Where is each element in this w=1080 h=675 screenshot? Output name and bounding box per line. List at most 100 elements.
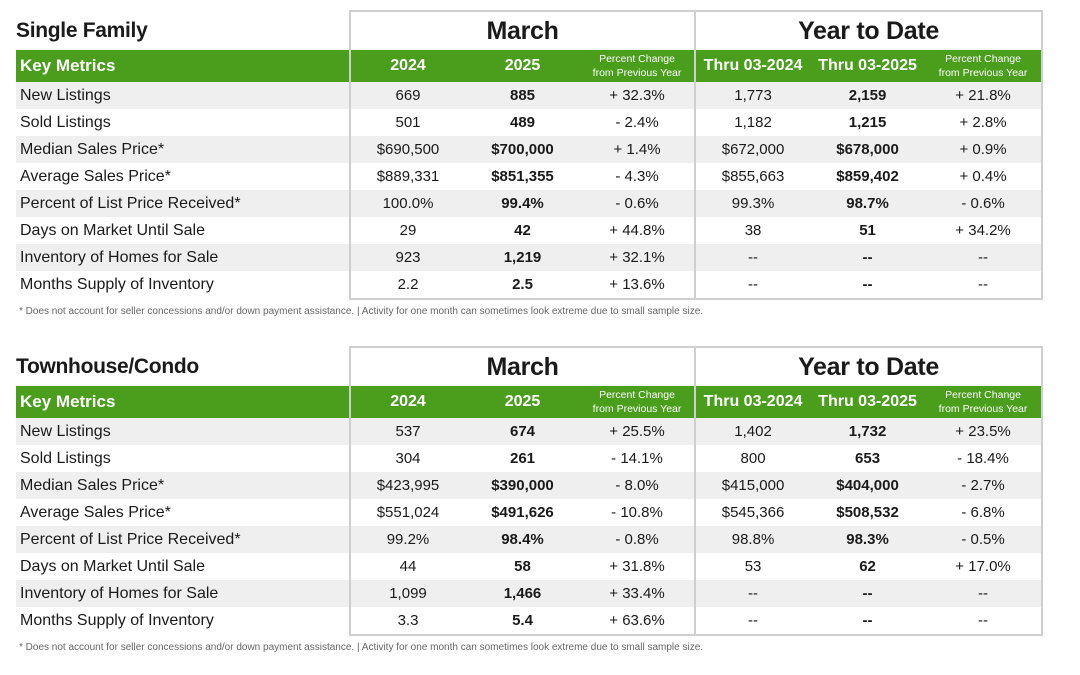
ytd-percent-change-header-line1: Percent Change	[945, 389, 1021, 401]
ytd-2025-value: 98.7%	[810, 190, 926, 217]
table-row: Median Sales Price* $690,500 $700,000 + …	[16, 136, 1044, 163]
metric-name: Sold Listings	[20, 113, 111, 131]
ytd-2025-value: 1,215	[848, 114, 887, 131]
table-row: Inventory of Homes for Sale 923 1,219 + …	[16, 244, 1044, 271]
value-2025: $390,000	[465, 472, 580, 499]
ytd-percent-change: - 18.4%	[925, 445, 1044, 472]
table-row: Percent of List Price Received* 99.2% 98…	[16, 526, 1044, 553]
metric-name: Inventory of Homes for Sale	[16, 244, 350, 271]
ytd-percent-change: --	[925, 244, 1044, 271]
percent-change: - 0.8%	[580, 526, 696, 553]
ytd-percent-change: + 23.5%	[925, 418, 1044, 445]
percent-change: - 4.3%	[615, 168, 659, 185]
townhouse-condo-section: Townhouse/Condo March Year to Date Key M…	[16, 346, 1044, 653]
ytd-percent-change: + 21.8%	[925, 82, 1044, 109]
ytd-percent-change: - 2.7%	[925, 472, 1044, 499]
value-2024: 669	[349, 82, 465, 109]
ytd-2025-value: 51	[859, 222, 876, 239]
percent-change: + 25.5%	[580, 418, 696, 445]
ytd-2024-header: Thru 03-2024	[694, 50, 811, 82]
year-2024-header: 2024	[349, 50, 465, 82]
metric-name: Average Sales Price*	[20, 167, 171, 185]
ytd-group-title: Year to Date	[694, 346, 1044, 386]
metric-name: Percent of List Price Received*	[16, 526, 350, 553]
table-row: Median Sales Price* $423,995 $390,000 - …	[16, 472, 1044, 499]
metric-name: Days on Market Until Sale	[20, 557, 205, 575]
table-row: Average Sales Price* $551,024 $491,626 -…	[16, 499, 1044, 526]
ytd-percent-change: - 0.6%	[925, 190, 1044, 217]
ytd-2025-value: 2,159	[810, 82, 926, 109]
table-row: Sold Listings 304 261 - 14.1% 800 653 - …	[16, 445, 1044, 472]
ytd-2025-value: 98.3%	[810, 526, 926, 553]
ytd-2025-value: $404,000	[810, 472, 926, 499]
percent-change: - 0.6%	[580, 190, 696, 217]
percent-change-header: Percent Change from Previous Year	[580, 50, 696, 82]
value-2025: $851,355	[491, 168, 554, 185]
header-row: Key Metrics 2024 2025 Percent Change from…	[16, 386, 1044, 418]
value-2025: 489	[509, 114, 536, 131]
townhouse-condo-table: Townhouse/Condo March Year to Date Key M…	[16, 346, 1044, 636]
value-2025: 1,219	[465, 244, 580, 271]
value-2025: 42	[514, 222, 531, 239]
ytd-2025-value: $678,000	[810, 136, 926, 163]
ytd-2025-value: 62	[859, 558, 876, 575]
percent-change: + 13.6%	[580, 271, 696, 300]
ytd-2025-value: --	[810, 607, 926, 636]
percent-change: + 1.4%	[580, 136, 696, 163]
value-2024: $551,024	[349, 499, 465, 526]
ytd-2024-value: 53	[694, 553, 811, 580]
month-group-title: March	[348, 346, 697, 386]
percent-change: - 8.0%	[580, 472, 696, 499]
percent-change: + 32.3%	[580, 82, 696, 109]
ytd-percent-change-header: Percent Change from Previous Year	[925, 50, 1044, 82]
ytd-percent-change: + 2.8%	[925, 109, 1044, 136]
ytd-2025-value: $859,402	[836, 168, 899, 185]
ytd-2024-value: 1,773	[694, 82, 811, 109]
percent-change: + 31.8%	[609, 558, 665, 575]
percent-change: + 33.4%	[580, 580, 696, 607]
ytd-2024-value: --	[694, 271, 811, 300]
metric-name: Months Supply of Inventory	[20, 612, 214, 629]
value-2024: 537	[349, 418, 465, 445]
ytd-percent-change: - 6.8%	[925, 499, 1044, 526]
ytd-2024-header: Thru 03-2024	[694, 386, 811, 418]
metric-name: Median Sales Price*	[16, 136, 350, 163]
value-2025: 2.5	[465, 271, 580, 300]
ytd-percent-change-header-line2: from Previous Year	[938, 67, 1028, 79]
ytd-2025-value: $508,532	[836, 504, 899, 521]
value-2024: 3.3	[349, 607, 465, 636]
percent-change-header-line2: from Previous Year	[592, 403, 682, 415]
key-metrics-header: Key Metrics	[16, 386, 350, 418]
ytd-2025-header: Thru 03-2025	[810, 386, 926, 418]
table-row: Inventory of Homes for Sale 1,099 1,466 …	[16, 580, 1044, 607]
value-2025: 98.4%	[465, 526, 580, 553]
value-2025: 261	[509, 450, 536, 467]
table-row: New Listings 669 885 + 32.3% 1,773 2,159…	[16, 82, 1044, 109]
ytd-2024-value: $545,366	[694, 499, 811, 526]
table-row: Months Supply of Inventory 2.2 2.5 + 13.…	[16, 271, 1044, 300]
value-2024: 1,099	[349, 580, 465, 607]
percent-change: + 44.8%	[609, 222, 665, 239]
value-2024: $889,331	[349, 163, 465, 190]
month-group-title: March	[348, 10, 697, 50]
value-2025: 99.4%	[465, 190, 580, 217]
value-2024: 923	[349, 244, 465, 271]
percent-change-header-line2: from Previous Year	[592, 67, 682, 79]
section-title: Townhouse/Condo	[16, 354, 199, 378]
metric-name: Percent of List Price Received*	[16, 190, 350, 217]
single-family-section: Single Family March Year to Date Key Met…	[16, 10, 1044, 317]
metric-name: New Listings	[16, 418, 350, 445]
ytd-2025-value: --	[810, 271, 926, 300]
metric-name: New Listings	[16, 82, 350, 109]
table-row: New Listings 537 674 + 25.5% 1,402 1,732…	[16, 418, 1044, 445]
ytd-percent-change-header-line2: from Previous Year	[938, 403, 1028, 415]
table-row: Days on Market Until Sale 44 58 + 31.8% …	[16, 553, 1044, 580]
percent-change: - 10.8%	[611, 504, 663, 521]
ytd-2024-value: 1,402	[694, 418, 811, 445]
ytd-2025-value: --	[810, 244, 926, 271]
value-2025: $491,626	[491, 504, 554, 521]
table-row: Sold Listings 501 489 - 2.4% 1,182 1,215…	[16, 109, 1044, 136]
ytd-percent-change: + 34.2%	[925, 217, 1044, 244]
value-2024: $423,995	[349, 472, 465, 499]
metric-name: Average Sales Price*	[20, 503, 171, 521]
